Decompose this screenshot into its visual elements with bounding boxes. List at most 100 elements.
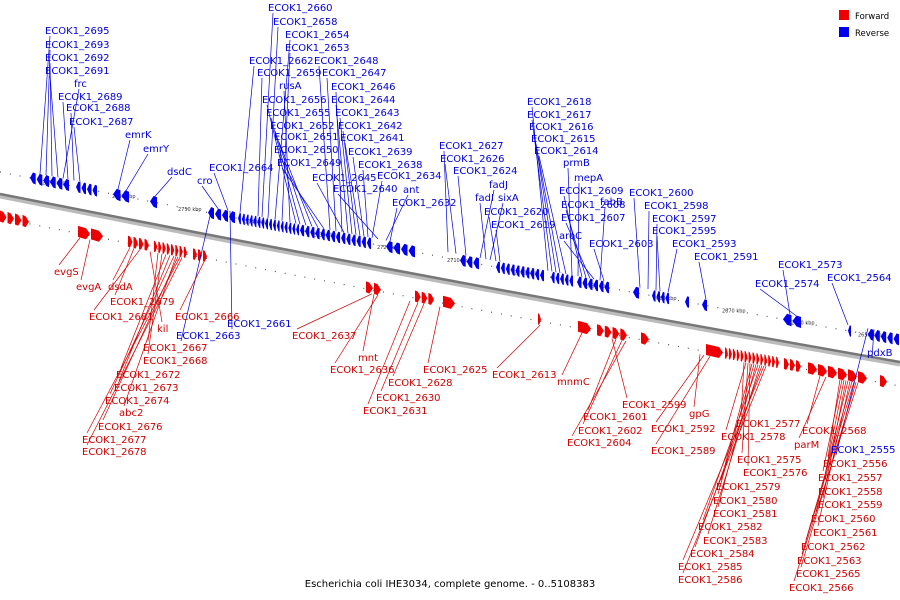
forward-gene-label[interactable]: ECOK1_2602 (578, 426, 643, 437)
forward-gene-label[interactable]: ECOK1_2561 (813, 528, 878, 539)
forward-gene-arrow[interactable] (620, 328, 627, 341)
reverse-gene-arrow[interactable] (593, 279, 599, 292)
reverse-gene-arrow[interactable] (241, 213, 245, 226)
reverse-gene-label[interactable]: ECOK1_2648 (314, 56, 379, 67)
reverse-gene-label[interactable]: ECOK1_2614 (534, 146, 599, 157)
reverse-gene-arrow[interactable] (386, 241, 393, 254)
forward-gene-label[interactable]: ECOK1_2575 (737, 455, 802, 466)
reverse-gene-label[interactable]: ECOK1_2595 (652, 226, 717, 237)
forward-gene-arrow[interactable] (790, 359, 795, 371)
forward-gene-label[interactable]: ECOK1_2577 (736, 419, 801, 430)
reverse-gene-label[interactable]: aroC (559, 231, 582, 242)
reverse-gene-arrow[interactable] (356, 235, 361, 248)
forward-gene-label[interactable]: mnt (358, 353, 378, 364)
forward-gene-arrow[interactable] (139, 237, 144, 250)
reverse-gene-arrow[interactable] (310, 226, 315, 239)
reverse-gene-arrow[interactable] (50, 176, 56, 189)
forward-gene-arrow[interactable] (198, 249, 202, 261)
reverse-gene-arrow[interactable] (505, 263, 510, 276)
reverse-gene-arrow[interactable] (265, 218, 268, 230)
reverse-gene-arrow[interactable] (702, 299, 707, 312)
reverse-gene-label[interactable]: ECOK1_2598 (644, 201, 709, 212)
forward-gene-arrow[interactable] (171, 244, 175, 256)
forward-gene-arrow[interactable] (374, 282, 381, 296)
forward-gene-label[interactable]: ECOK1_2556 (823, 459, 888, 470)
forward-gene-label[interactable]: ECOK1_2630 (376, 393, 441, 404)
reverse-gene-arrow[interactable] (525, 267, 530, 279)
forward-gene-label[interactable]: ECOK1_2560 (811, 514, 876, 525)
reverse-gene-label[interactable]: fabB (600, 197, 623, 208)
forward-gene-label[interactable]: ECOK1_2678 (82, 447, 147, 458)
forward-gene-label[interactable]: ECOK1_2589 (651, 446, 716, 457)
reverse-gene-arrow[interactable] (551, 271, 555, 284)
forward-gene-arrow[interactable] (179, 245, 183, 258)
reverse-gene-arrow[interactable] (848, 325, 851, 337)
forward-gene-arrow[interactable] (818, 364, 827, 377)
reverse-gene-label[interactable]: ECOK1_2647 (322, 68, 387, 79)
reverse-gene-arrow[interactable] (868, 328, 874, 341)
reverse-gene-label[interactable]: ECOK1_2658 (273, 17, 338, 28)
reverse-gene-arrow[interactable] (466, 256, 473, 269)
reverse-gene-label[interactable]: ECOK1_2641 (340, 133, 405, 144)
reverse-gene-arrow[interactable] (555, 272, 560, 285)
forward-gene-arrow[interactable] (162, 242, 166, 254)
reverse-gene-arrow[interactable] (325, 229, 330, 242)
forward-gene-arrow[interactable] (752, 352, 756, 364)
reverse-gene-arrow[interactable] (288, 222, 292, 235)
reverse-gene-arrow[interactable] (393, 242, 401, 255)
reverse-gene-arrow[interactable] (540, 269, 544, 282)
forward-gene-label[interactable]: dsdA (108, 282, 133, 293)
forward-gene-arrow[interactable] (421, 291, 428, 304)
reverse-gene-label[interactable]: ECOK1_2638 (358, 160, 423, 171)
reverse-gene-label[interactable]: ECOK1_2617 (527, 110, 592, 121)
reverse-gene-arrow[interactable] (296, 224, 299, 236)
forward-gene-arrow[interactable] (732, 348, 736, 361)
reverse-gene-label[interactable]: ECOK1_2634 (377, 171, 442, 182)
forward-gene-arrow[interactable] (193, 248, 197, 260)
forward-gene-arrow[interactable] (760, 353, 764, 366)
reverse-gene-arrow[interactable] (121, 190, 130, 203)
reverse-gene-arrow[interactable] (36, 173, 43, 186)
reverse-gene-label[interactable]: ECOK1_2662 (249, 56, 314, 67)
reverse-gene-label[interactable]: ECOK1_2642 (338, 121, 403, 132)
forward-gene-label[interactable]: ECOK1_2599 (622, 400, 687, 411)
reverse-gene-arrow[interactable] (315, 227, 320, 240)
forward-gene-arrow[interactable] (175, 244, 179, 257)
reverse-gene-label[interactable]: ECOK1_2608 (561, 200, 626, 211)
forward-gene-label[interactable]: ECOK1_2625 (423, 365, 488, 376)
reverse-gene-arrow[interactable] (300, 224, 305, 237)
forward-gene-label[interactable]: ECOK1_2592 (651, 424, 716, 435)
reverse-gene-label[interactable]: cro (197, 176, 213, 187)
reverse-gene-label[interactable]: ECOK1_2609 (559, 186, 624, 197)
forward-gene-arrow[interactable] (78, 225, 90, 240)
reverse-gene-arrow[interactable] (215, 208, 221, 221)
reverse-gene-arrow[interactable] (661, 291, 665, 304)
reverse-gene-label[interactable]: ECOK1_2626 (440, 154, 505, 165)
reverse-gene-arrow[interactable] (460, 254, 466, 267)
reverse-gene-label[interactable]: ECOK1_2660 (268, 3, 333, 14)
reverse-gene-arrow[interactable] (63, 179, 69, 192)
reverse-gene-arrow[interactable] (510, 264, 515, 276)
reverse-gene-label[interactable]: ECOK1_2649 (277, 158, 342, 169)
reverse-gene-label[interactable]: emrK (125, 130, 152, 141)
reverse-gene-arrow[interactable] (652, 290, 656, 302)
reverse-gene-arrow[interactable] (577, 276, 582, 289)
reverse-gene-arrow[interactable] (496, 261, 500, 274)
reverse-gene-arrow[interactable] (874, 330, 880, 342)
reverse-gene-arrow[interactable] (238, 212, 241, 225)
forward-gene-label[interactable]: ECOK1_2582 (698, 522, 763, 533)
reverse-gene-label[interactable]: rusA (279, 81, 302, 92)
reverse-gene-label[interactable]: ECOK1_2640 (333, 184, 398, 195)
reverse-gene-arrow[interactable] (113, 188, 121, 202)
reverse-gene-label[interactable]: prmB (563, 158, 590, 169)
reverse-gene-label[interactable]: ECOK1_2651 (274, 132, 339, 143)
forward-gene-arrow[interactable] (706, 344, 723, 358)
reverse-gene-arrow[interactable] (222, 209, 228, 222)
reverse-gene-label[interactable]: ECOK1_2661 (227, 319, 292, 330)
forward-gene-label[interactable]: ECOK1_2679 (110, 297, 175, 308)
forward-gene-arrow[interactable] (443, 295, 455, 309)
reverse-gene-label[interactable]: dsdC (167, 167, 192, 178)
forward-gene-label[interactable]: ECOK1_2666 (175, 312, 240, 323)
forward-gene-label[interactable]: ECOK1_2585 (678, 562, 743, 573)
reverse-gene-label[interactable]: ECOK1_2600 (629, 188, 694, 199)
